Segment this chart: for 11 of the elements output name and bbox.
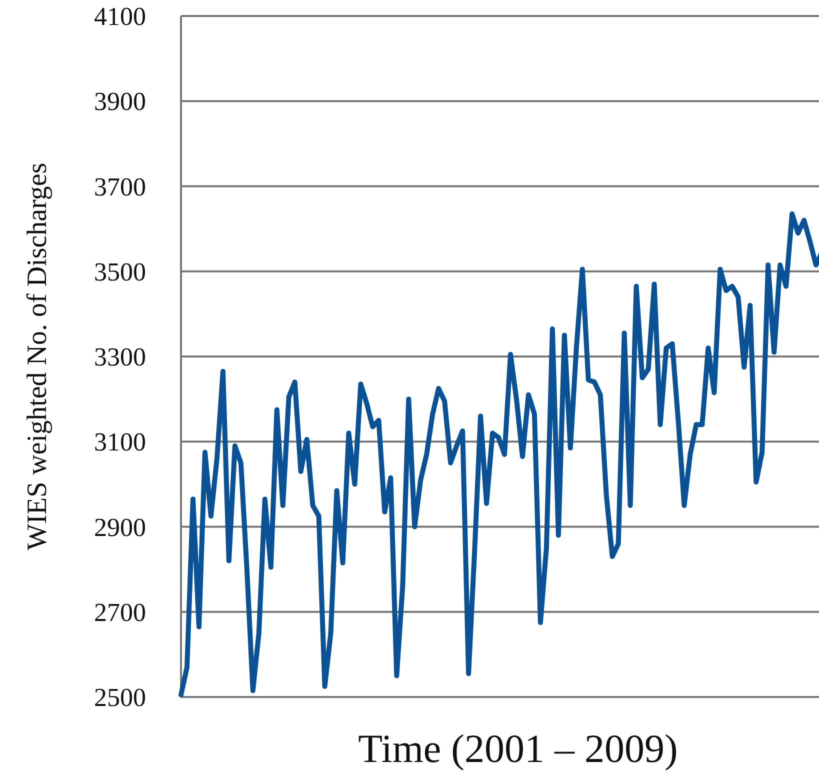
y-tick-label: 3700 — [94, 172, 146, 202]
y-tick-label: 3100 — [94, 428, 146, 457]
y-tick-label: 2700 — [94, 598, 146, 627]
x-axis-title: Time (2001 – 2009) — [358, 726, 678, 771]
y-tick-label: 3500 — [94, 257, 146, 286]
y-tick-label: 4100 — [94, 2, 146, 32]
y-tick-label: 2500 — [94, 683, 146, 712]
y-tick-label: 2900 — [94, 512, 146, 542]
y-axis-title: WIES weighted No. of Discharges — [22, 162, 53, 550]
y-tick-label: 3300 — [94, 342, 146, 372]
y-tick-label: 3900 — [94, 87, 146, 116]
